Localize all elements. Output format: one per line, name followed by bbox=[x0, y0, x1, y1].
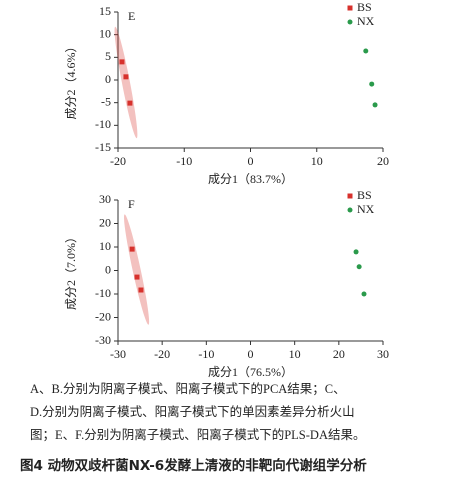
y-tick-label: 20 bbox=[99, 215, 111, 229]
point bbox=[361, 291, 367, 297]
legend-label: BS bbox=[357, 188, 372, 202]
y-tick-label: 0 bbox=[105, 262, 111, 276]
point bbox=[372, 102, 378, 108]
panel-label: E bbox=[128, 9, 135, 23]
x-tick-label: 30 bbox=[377, 347, 389, 361]
point bbox=[369, 81, 375, 87]
x-tick-label: 0 bbox=[248, 347, 254, 361]
y-tick-label: -15 bbox=[95, 140, 111, 154]
y-axis-label: 成分2（4.6%） bbox=[64, 41, 78, 120]
point bbox=[134, 274, 140, 280]
x-tick-label: -20 bbox=[110, 154, 126, 168]
legend-label: NX bbox=[357, 14, 375, 28]
legend-marker bbox=[347, 207, 353, 213]
panel-label: F bbox=[128, 197, 135, 211]
legend-label: BS bbox=[357, 0, 372, 14]
x-axis-label: 成分1（76.5%） bbox=[208, 365, 293, 379]
legend-marker bbox=[347, 193, 353, 199]
point bbox=[129, 246, 135, 252]
confidence-ellipse bbox=[124, 214, 150, 325]
x-tick-label: -10 bbox=[198, 347, 214, 361]
y-tick-label: -10 bbox=[95, 286, 111, 300]
x-tick-label: 20 bbox=[377, 154, 389, 168]
y-tick-label: -30 bbox=[95, 333, 111, 347]
figure-title: 图4 动物双歧杆菌NX-6发酵上清液的非靶向代谢组学分析 bbox=[20, 457, 367, 474]
x-tick-label: 20 bbox=[333, 347, 345, 361]
x-tick-label: 10 bbox=[289, 347, 301, 361]
x-tick-label: -20 bbox=[154, 347, 170, 361]
y-tick-label: 10 bbox=[99, 26, 111, 40]
point bbox=[363, 48, 369, 54]
y-tick-label: -10 bbox=[95, 117, 111, 131]
y-axis-label: 成分2（7.0%） bbox=[64, 231, 78, 310]
caption-line: A、B.分别为阴离子模式、阳离子模式下的PCA结果；C、 bbox=[30, 381, 346, 396]
x-tick-label: 10 bbox=[311, 154, 323, 168]
x-tick-label: 0 bbox=[248, 154, 254, 168]
caption-line: D.分别为阴离子模式、阳离子模式下的单因素差异分析火山 bbox=[30, 404, 355, 419]
y-tick-label: 30 bbox=[99, 192, 111, 206]
legend-marker bbox=[347, 5, 353, 11]
point bbox=[123, 74, 129, 80]
y-tick-label: -5 bbox=[101, 94, 111, 108]
confidence-ellipse bbox=[114, 26, 138, 139]
y-tick-label: 5 bbox=[105, 49, 111, 63]
y-tick-label: 10 bbox=[99, 239, 111, 253]
point bbox=[138, 287, 144, 293]
x-tick-label: -10 bbox=[176, 154, 192, 168]
point bbox=[356, 264, 362, 270]
y-tick-label: -20 bbox=[95, 309, 111, 323]
caption-line: 图；E、F.分别为阴离子模式、阳离子模式下的PLS-DA结果。 bbox=[30, 427, 365, 442]
legend-marker bbox=[347, 19, 353, 25]
y-tick-label: 0 bbox=[105, 72, 111, 86]
legend-label: NX bbox=[357, 202, 375, 216]
x-tick-label: -30 bbox=[110, 347, 126, 361]
point bbox=[119, 59, 125, 65]
x-axis-label: 成分1（83.7%） bbox=[208, 172, 293, 186]
point bbox=[353, 249, 359, 255]
y-tick-label: 15 bbox=[99, 4, 111, 18]
point bbox=[127, 100, 133, 106]
